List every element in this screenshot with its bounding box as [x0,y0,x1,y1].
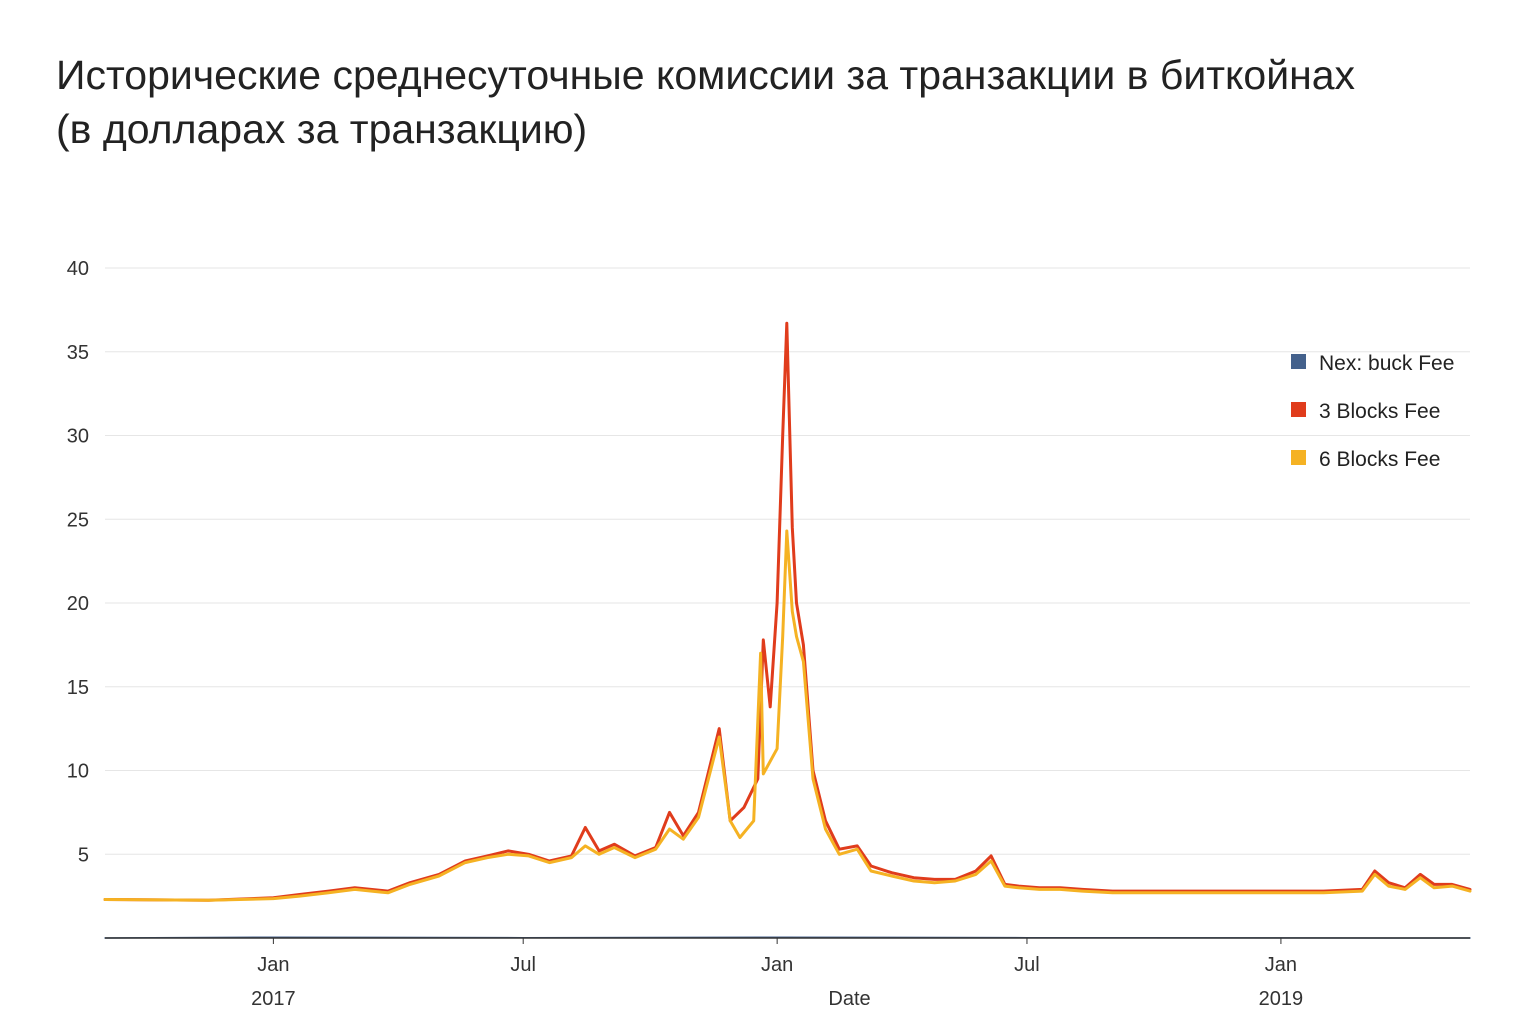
legend-swatch [1291,402,1306,417]
chart-title: Исторические среднесуточные комиссии за … [56,48,1496,156]
y-tick-label: 25 [67,509,89,531]
x-tick-label: Jul [1014,954,1040,976]
x-tick-label: Jan [761,954,793,976]
y-tick-label: 20 [67,593,89,615]
y-tick-label: 30 [67,426,89,448]
y-tick-label: 35 [67,342,89,364]
legend-label: 6 Blocks Fee [1319,448,1440,471]
y-axis-ticks: 5 10 15 20 25 30 35 40 [67,258,89,866]
x-axis-ticks: Jan 2017 Jul Jan Jul Jan 2019 [251,938,1303,1010]
legend-swatch [1291,354,1306,369]
x-tick-label: Jan [257,954,289,976]
series-line-1 [103,321,1472,902]
y-tick-label: 15 [67,677,89,699]
y-tick-label: 40 [67,258,89,280]
y-tick-label: 5 [78,844,89,866]
legend-label: Nex: buck Fee [1319,352,1454,375]
legend: Nex: buck Fee 3 Blocks Fee 6 Blocks Fee [1291,352,1454,471]
legend-label: 3 Blocks Fee [1319,400,1440,423]
legend-swatch [1291,450,1306,465]
x-tick-year-label: 2019 [1259,988,1304,1010]
x-tick-year-label: 2017 [251,988,296,1010]
x-axis-label: Date [828,988,870,1010]
series-line-2 [103,529,1472,902]
y-tick-label: 10 [67,761,89,783]
chart-title-line-2: (в долларах за транзакцию) [56,106,588,152]
series-lines [103,321,1472,939]
x-tick-label: Jan [1265,954,1297,976]
chart-title-line-1: Исторические среднесуточные комиссии за … [56,52,1356,98]
x-tick-label: Jul [510,954,536,976]
